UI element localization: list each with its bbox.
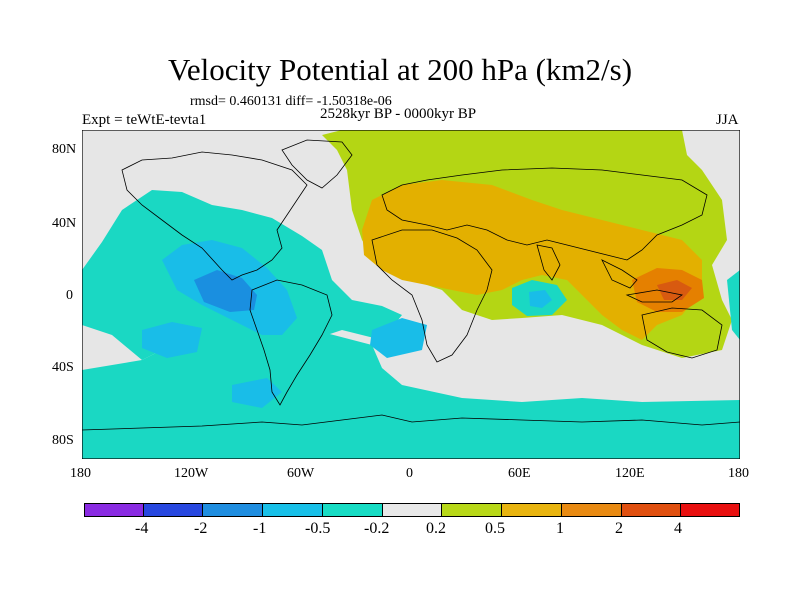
- lat-label-40s: 40S: [52, 360, 74, 375]
- contour-mid-neg-south-pacific: [142, 322, 202, 358]
- lon-label-180e: 180: [728, 466, 749, 481]
- colorbar-label: 0.2: [426, 520, 446, 537]
- plot-title: Velocity Potential at 200 hPa (km2/s): [167, 52, 633, 87]
- lat-label-80n: 80N: [52, 142, 77, 157]
- colorbar-segment: [621, 503, 682, 517]
- colorbar-frame: [84, 503, 740, 517]
- lon-label-60w: 60W: [287, 466, 315, 481]
- colorbar-segment: [502, 503, 562, 517]
- lon-label-0: 0: [406, 466, 413, 481]
- lon-label-120e: 120E: [615, 466, 645, 481]
- lat-label-80s: 80S: [52, 433, 74, 448]
- colorbar-segment: [442, 503, 503, 517]
- colorbar-label: -2: [194, 520, 208, 537]
- colorbar-label: 0.5: [485, 520, 505, 537]
- colorbar-segment: [561, 503, 622, 517]
- contour-weak-neg-south: [82, 326, 740, 459]
- contour-mid-neg-south-atlantic: [370, 318, 427, 358]
- lon-label-60e: 60E: [508, 466, 531, 481]
- colorbar-label: -0.2: [364, 520, 390, 537]
- contour-mid-neg-south-america: [232, 378, 282, 408]
- colorbar-label: 2: [615, 520, 623, 537]
- period-label: 2528kyr BP - 0000kyr BP: [320, 106, 477, 122]
- colorbar-label: -0.5: [305, 520, 331, 537]
- colorbar-label: -4: [135, 520, 149, 537]
- colorbar-label: -1: [253, 520, 267, 537]
- colorbar-label: 4: [674, 520, 682, 537]
- coastlines: [82, 139, 740, 431]
- contour-strong-pos-inner: [657, 280, 692, 300]
- colorbar-segment: [322, 503, 383, 517]
- colorbar-segment: [143, 503, 204, 517]
- colorbar-segment: [681, 503, 741, 517]
- stats-line: rmsd= 0.460131 diff= -1.50318e-06: [190, 94, 392, 109]
- colorbar-segment: [263, 503, 323, 517]
- contour-mid-pos-africa: [362, 180, 702, 340]
- velocity-potential-map: [82, 130, 740, 459]
- experiment-label: Expt = teWtE-tevta1: [82, 112, 207, 128]
- lon-label-180w: 180: [70, 466, 91, 481]
- colorbar-segment: [84, 503, 144, 517]
- contour-strong-neg-core: [194, 270, 257, 312]
- colorbar: [84, 503, 741, 517]
- lon-label-120w: 120W: [174, 466, 209, 481]
- lat-label-0: 0: [66, 288, 73, 303]
- contour-mid-neg-indian: [529, 290, 552, 308]
- colorbar-segment: [382, 503, 443, 517]
- colorbar-label: 1: [556, 520, 564, 537]
- colorbar-segment: [203, 503, 264, 517]
- lat-label-40n: 40N: [52, 216, 77, 231]
- season-label: JJA: [716, 112, 739, 128]
- contour-weak-neg-right-edge: [727, 270, 740, 340]
